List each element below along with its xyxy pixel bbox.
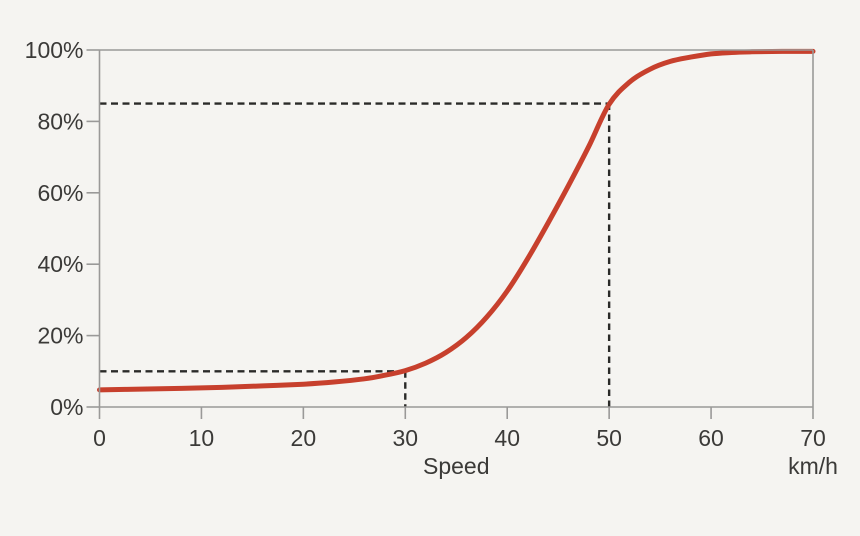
- x-tick-label: 30: [392, 425, 418, 451]
- y-tick-label: 100%: [25, 37, 84, 63]
- x-tick-label: 40: [494, 425, 520, 451]
- x-axis-title: Speed: [423, 453, 490, 479]
- series-curve-percentage-vs-speed: [97, 48, 816, 393]
- axes-frame: [98, 49, 814, 408]
- y-tick-label: 0%: [50, 394, 83, 420]
- y-tick-label: 80%: [37, 108, 83, 134]
- x-axis: 0 10 20 30 40 50 60 70: [93, 407, 826, 451]
- x-tick-label: 60: [698, 425, 724, 451]
- y-tick-label: 20%: [37, 323, 83, 349]
- y-tick-label: 60%: [37, 180, 83, 206]
- x-axis-unit-label: km/h: [788, 453, 838, 479]
- x-tick-label: 70: [800, 425, 826, 451]
- x-tick-label: 10: [189, 425, 215, 451]
- reference-lines: [99, 102, 611, 407]
- x-tick-label: 0: [93, 425, 106, 451]
- x-tick-label: 50: [596, 425, 622, 451]
- y-tick-label: 40%: [37, 251, 83, 277]
- y-axis: 0% 20% 40% 60% 80% 100%: [25, 37, 100, 420]
- x-tick-label: 20: [291, 425, 317, 451]
